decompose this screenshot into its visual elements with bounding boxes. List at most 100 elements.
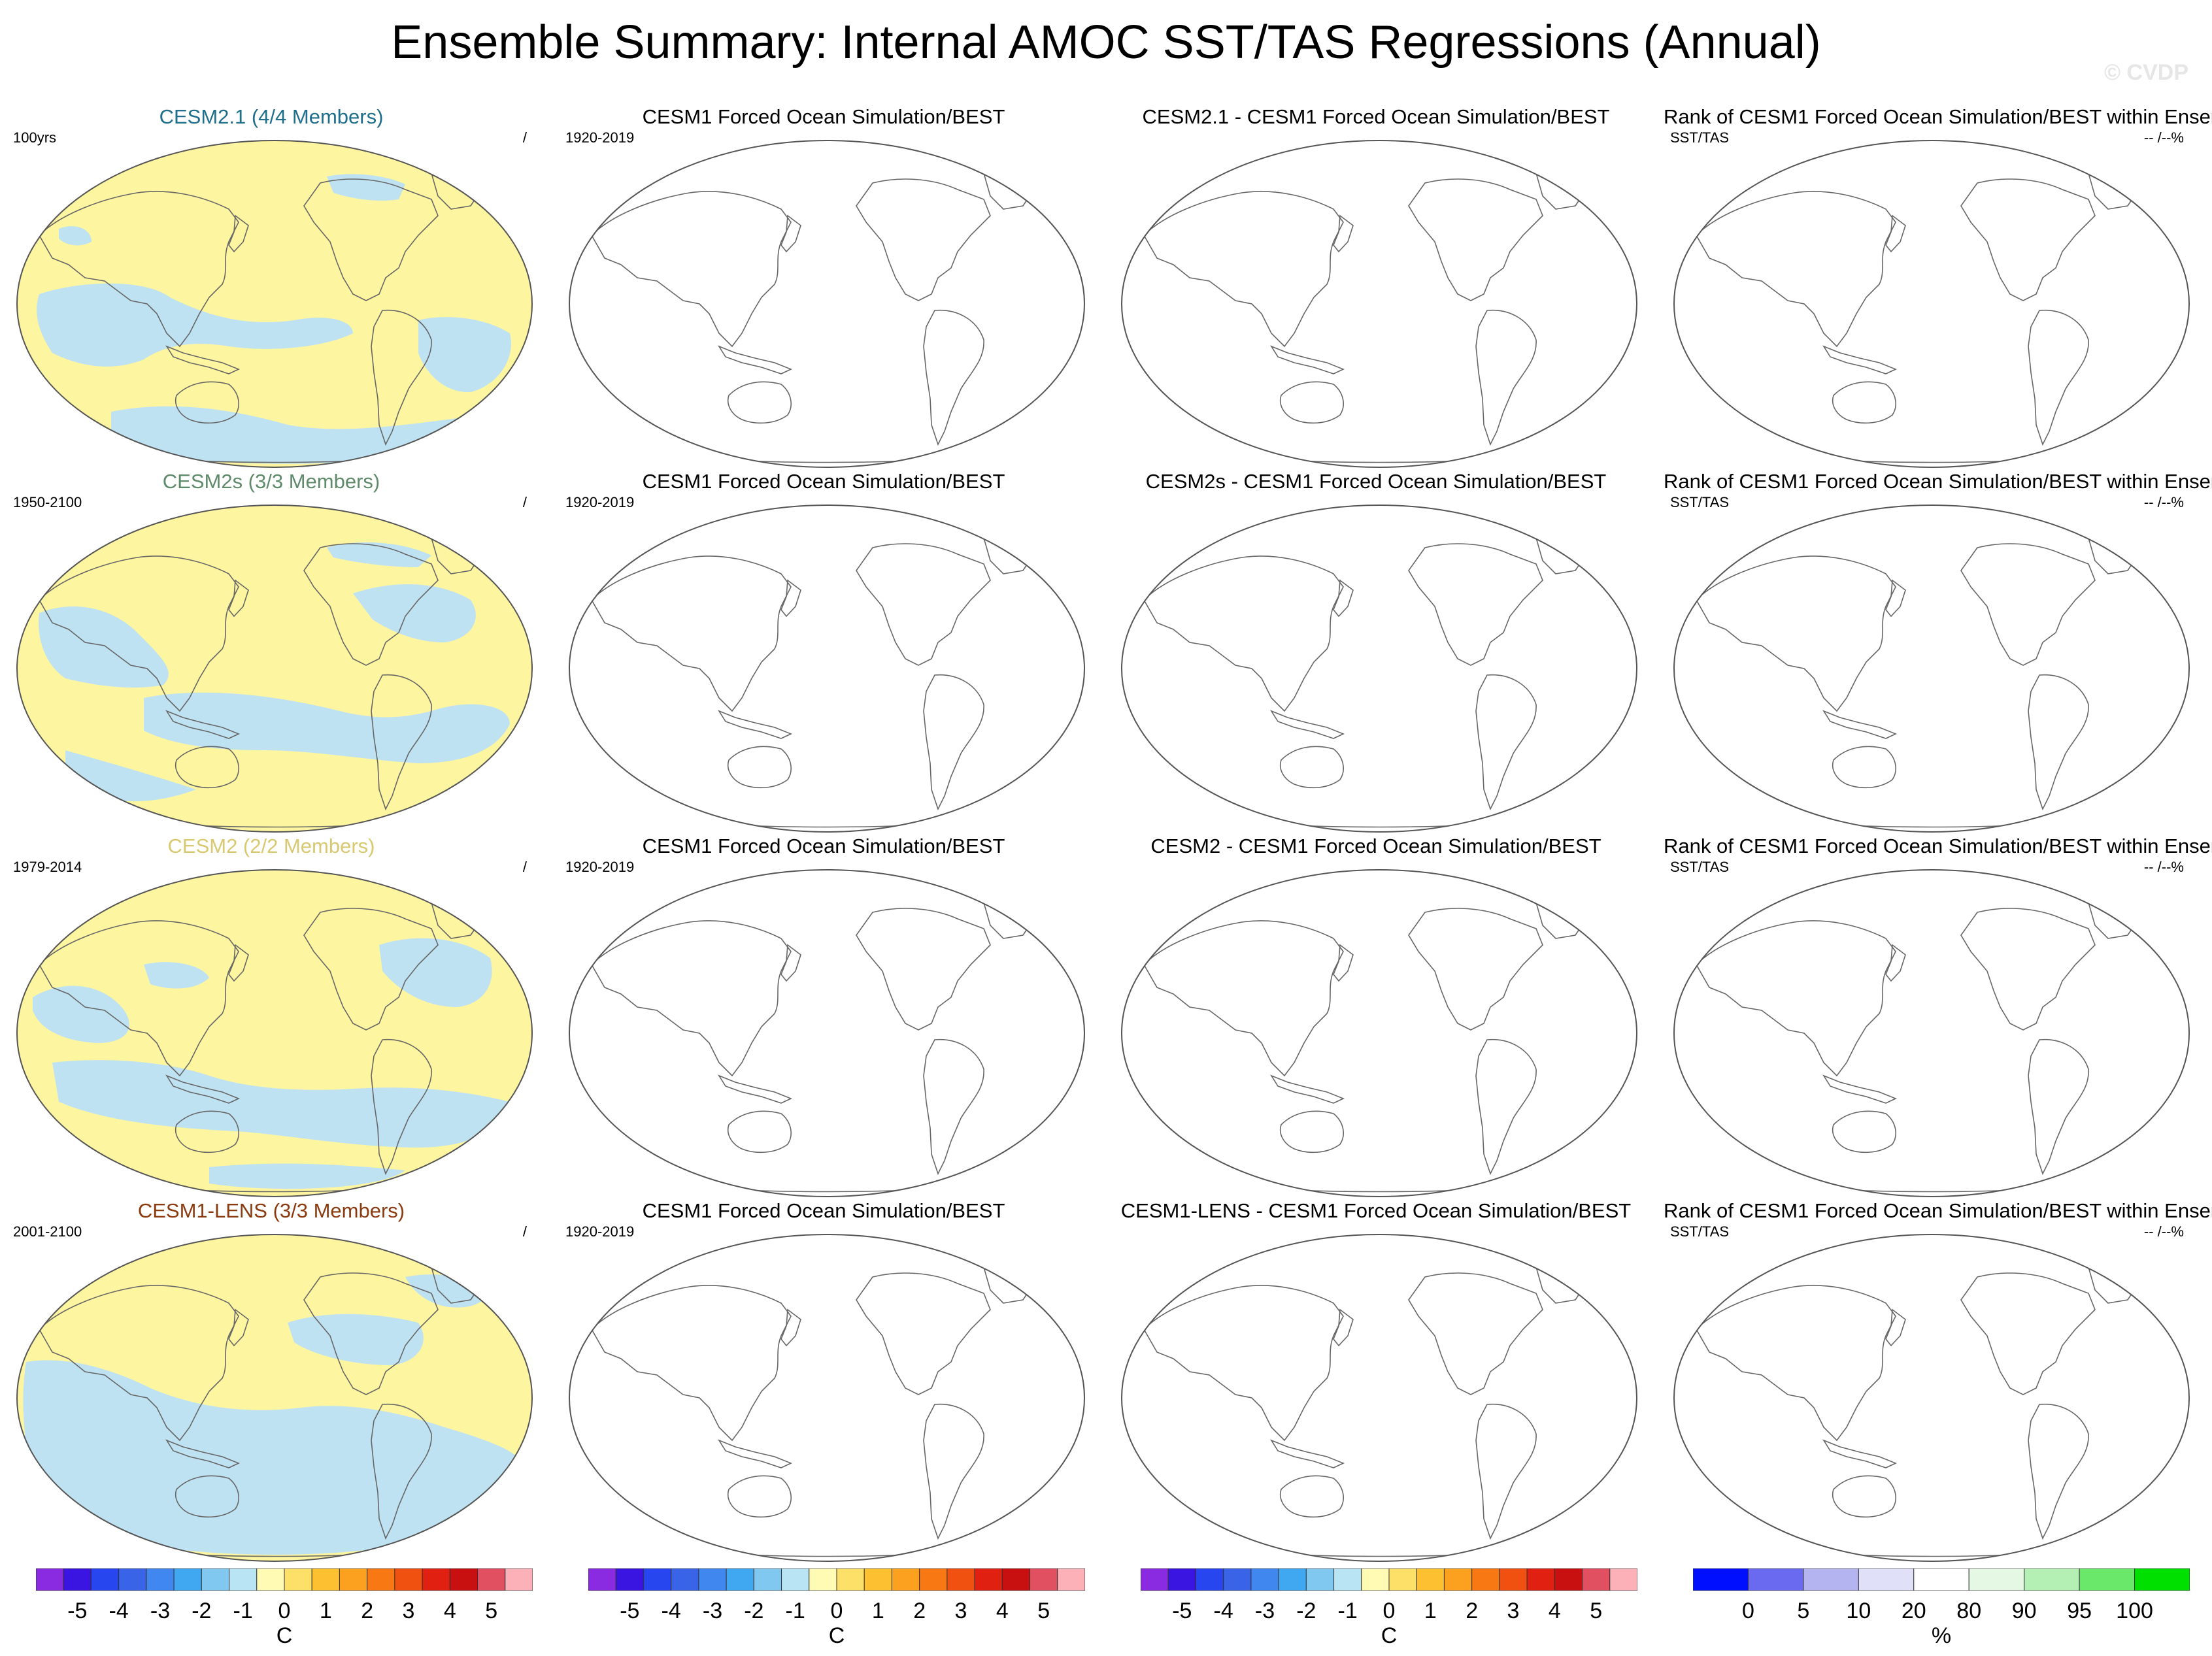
colorbar-swatch [1057,1568,1085,1591]
colorbar-label: 10 [1846,1598,1871,1623]
coastline [371,1038,432,1176]
colorbar-swatch [588,1568,616,1591]
colorbar-label: -1 [233,1598,253,1623]
negative-regression-area [39,606,169,688]
colorbar-label: 4 [996,1598,1009,1623]
coastline [923,674,984,811]
colorbar-swatch [1030,1568,1058,1591]
colorbar-label: -1 [1337,1598,1358,1623]
obs-period: 1920-2019 [565,859,635,875]
colorbar-label: 5 [1797,1598,1810,1623]
rank-percent: -- /--% [2143,129,2184,146]
map-background [1122,870,1637,1197]
obs-panel-2: CESM1 Forced Ocean Simulation/BEST 1920-… [559,469,1088,835]
coastline [1270,1074,1345,1104]
obs-title: CESM1 Forced Ocean Simulation/BEST [642,1199,1005,1222]
colorbar-label: 5 [1590,1598,1603,1623]
colorbar-label: 2 [913,1598,926,1623]
rank-variable: SST/TAS [1670,494,1730,510]
coastline [718,345,793,374]
obs-title: CESM1 Forced Ocean Simulation/BEST [642,470,1005,493]
coastline [1475,1038,1537,1176]
regression-colorbar-3: -5 -4 -3 -2 -1 0 1 2 3 4 5 C [1141,1568,1637,1648]
obs-map [569,140,1085,468]
coastline [165,1074,241,1104]
colorbar-label: 0 [1741,1598,1754,1623]
negative-regression-area [33,985,129,1043]
map-background [1122,1234,1637,1561]
coastline [1270,1439,1345,1468]
colorbar-swatch [394,1568,423,1591]
colorbar-swatch [118,1568,147,1591]
colorbar-swatch [146,1568,175,1591]
colorbar-swatch [505,1568,533,1591]
coastline [228,579,249,618]
ensemble-ratio: / [522,1223,527,1240]
colorbar-swatches [588,1568,1085,1591]
colorbar-label: -3 [150,1598,171,1623]
map-border [1121,505,1637,833]
negative-regression-area [327,174,405,201]
colorbar-swatch [615,1568,644,1591]
diff-panel-2: CESM2s - CESM1 Forced Ocean Simulation/B… [1111,469,1641,835]
negative-regression-area [353,584,476,642]
colorbar-label: 5 [1037,1598,1050,1623]
coastline [1280,1110,1344,1153]
coastline [1960,908,2096,1031]
coastline [1475,674,1537,811]
obs-title: CESM1 Forced Ocean Simulation/BEST [642,835,1005,857]
coastline [728,381,792,424]
coastline [1143,1285,1344,1442]
ensemble-title: CESM1-LENS (3/3 Members) [137,1199,405,1222]
colorbar-swatch [173,1568,202,1591]
colorbar-swatch [753,1568,782,1591]
coastline [728,1110,792,1153]
ensemble-title: CESM2s (3/3 Members) [162,470,380,493]
coastline [228,214,249,253]
obs-panel-1: CESM1 Forced Ocean Simulation/BEST 1920-… [559,105,1088,471]
coastline [1822,1074,1898,1104]
diff-title: CESM2s - CESM1 Forced Ocean Simulation/B… [1145,470,1607,493]
colorbar-swatch [477,1568,506,1591]
negative-regression-area [379,938,492,1007]
colorbar-label: 20 [1901,1598,1926,1623]
coastline [728,1475,792,1518]
coastline [1143,555,1344,712]
coastline [856,178,991,301]
colorbar-swatch [63,1568,92,1591]
colorbar-label: 4 [1548,1598,1561,1623]
colorbar-units: C [1381,1623,1398,1648]
colorbar-swatch [1526,1568,1555,1591]
coastline [1408,178,1543,301]
colorbar-swatch [1167,1568,1196,1591]
rank-variable: SST/TAS [1670,859,1730,875]
coastline [856,1272,991,1395]
coastline [1475,1403,1537,1540]
coastline [923,309,984,446]
coastline [2028,309,2089,446]
coastline [1333,579,1354,618]
coastline [165,710,241,739]
diff-map [1121,1234,1637,1562]
map-border [569,505,1085,833]
diff-panel-3: CESM2 - CESM1 Forced Ocean Simulation/BE… [1111,834,1641,1200]
ensemble-map [16,505,533,833]
negative-regression-area [52,1060,510,1148]
coastline [923,1038,984,1176]
colorbar-label: -3 [702,1598,723,1623]
colorbar-swatch [698,1568,727,1591]
rank-panel-2: Rank of CESM1 Forced Ocean Simulation/BE… [1664,469,2212,835]
colorbar-label: -1 [785,1598,805,1623]
rank-percent: -- /--% [2143,1223,2184,1240]
colorbar-label: 95 [2067,1598,2092,1623]
obs-map [569,505,1085,833]
colorbar-swatch [449,1568,478,1591]
colorbar-label: 2 [361,1598,374,1623]
coastline [39,920,239,1077]
colorbar-label: -4 [1213,1598,1233,1623]
colorbar-label: 4 [443,1598,456,1623]
rank-percent: -- /--% [2143,859,2184,875]
map-border [1673,140,2190,468]
colorbar-swatch [1278,1568,1307,1591]
rank-panel-1: Rank of CESM1 Forced Ocean Simulation/BE… [1664,105,2212,471]
